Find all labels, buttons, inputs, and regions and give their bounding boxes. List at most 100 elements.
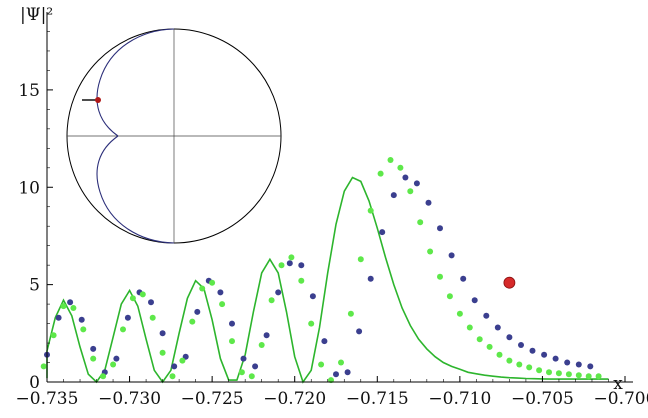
data-point: [309, 293, 316, 300]
data-point: [199, 285, 206, 292]
data-point: [129, 295, 136, 302]
data-point: [344, 369, 351, 376]
data-point: [427, 248, 434, 255]
data-point: [595, 373, 602, 380]
data-point: [229, 338, 235, 345]
axes: x |Ψ|²: [20, 5, 633, 394]
data-point: [466, 324, 473, 331]
x-tick-label: −0.720: [263, 389, 326, 409]
data-point: [209, 279, 216, 286]
data-point: [357, 256, 364, 263]
x-tick-label: −0.710: [428, 389, 491, 409]
data-point: [171, 363, 178, 370]
data-point: [333, 371, 339, 378]
data-point: [100, 373, 107, 380]
data-point: [585, 373, 592, 380]
data-point: [219, 301, 226, 308]
data-point: [575, 372, 582, 379]
data-point: [407, 188, 414, 195]
y-ticks: 0 5 10 15: [18, 31, 53, 393]
data-point: [90, 345, 97, 352]
data-point: [258, 342, 265, 348]
data-point: [268, 297, 275, 304]
data-point: [113, 355, 120, 362]
data-point: [321, 338, 328, 345]
highlight-marker: [503, 276, 516, 289]
data-point: [275, 289, 282, 296]
data-point: [536, 367, 543, 374]
data-point: [390, 192, 397, 199]
data-point: [516, 361, 523, 368]
data-point: [460, 275, 467, 282]
data-point: [564, 359, 571, 366]
data-point: [252, 363, 259, 370]
data-point: [587, 363, 594, 370]
data-point: [238, 369, 245, 376]
data-point: [448, 252, 455, 259]
data-point: [308, 320, 315, 327]
data-point: [518, 342, 524, 348]
data-point: [78, 316, 85, 323]
data-point: [298, 277, 305, 284]
data-point: [90, 355, 97, 362]
data-point: [367, 207, 374, 214]
y-tick-label: 10: [18, 178, 40, 198]
y-tick-label: 0: [29, 373, 40, 393]
data-point: [476, 336, 483, 343]
data-point: [575, 361, 582, 368]
data-point: [148, 299, 154, 306]
data-point: [377, 170, 384, 177]
x-axis-label: x: [613, 374, 623, 394]
data-point: [229, 320, 235, 327]
data-point: [387, 157, 394, 163]
data-point: [70, 305, 77, 311]
inset-curve-lower: [96, 135, 175, 244]
data-point: [194, 308, 201, 315]
data-point: [402, 174, 409, 181]
x-tick-label: −0.700: [594, 389, 648, 409]
data-point: [179, 357, 186, 364]
y-tick-label: 15: [18, 81, 40, 101]
data-point: [67, 299, 74, 306]
data-point: [286, 260, 293, 267]
data-point: [437, 225, 443, 232]
x-tick-label: −0.715: [346, 389, 409, 409]
series-layer: [40, 157, 609, 384]
data-point: [506, 357, 513, 364]
data-point: [379, 229, 386, 236]
x-ticks: −0.735 −0.730 −0.725 −0.720 −0.715 −0.710 −0.7…: [16, 376, 648, 409]
data-point: [471, 297, 478, 304]
x-tick-label: −0.705: [511, 389, 574, 409]
data-point: [298, 262, 305, 269]
data-point: [483, 312, 490, 319]
data-point: [526, 364, 533, 371]
data-point: [288, 254, 295, 261]
data-point: [263, 332, 270, 339]
data-point: [240, 355, 247, 362]
data-point: [80, 326, 87, 333]
inset-curve-upper: [96, 28, 175, 137]
data-point: [217, 289, 224, 296]
data-point: [494, 324, 501, 331]
data-point: [417, 219, 424, 226]
data-point: [367, 275, 374, 282]
x-tick-label: −0.725: [181, 389, 244, 409]
data-point: [149, 314, 156, 321]
data-point: [159, 349, 166, 356]
data-point: [456, 310, 463, 317]
y-tick-label: 5: [29, 276, 40, 296]
data-point: [347, 310, 354, 317]
data-point: [413, 180, 420, 187]
data-point: [356, 328, 363, 335]
x-tick-label: −0.735: [16, 389, 79, 409]
data-point: [555, 370, 562, 377]
data-point: [552, 355, 559, 362]
data-point: [496, 351, 503, 358]
data-point: [546, 369, 552, 376]
x-tick-label: −0.730: [98, 389, 161, 409]
data-point: [338, 359, 344, 366]
data-point: [565, 371, 572, 378]
data-point: [437, 273, 443, 280]
